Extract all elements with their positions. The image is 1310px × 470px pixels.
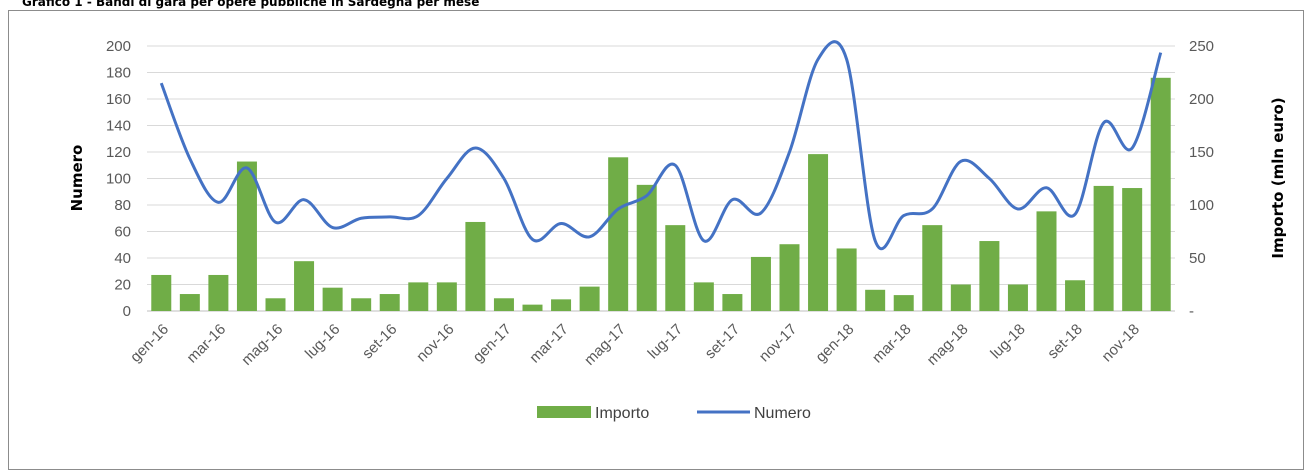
x-tick-label: set-18 (1044, 321, 1086, 363)
bar (465, 221, 486, 311)
bar (1065, 280, 1086, 311)
y2-axis-title: Importo (mln euro) (1269, 97, 1287, 258)
bar (1007, 284, 1028, 311)
y-tick-label: 20 (114, 277, 131, 294)
x-tick-label: nov-16 (413, 321, 457, 365)
bar (522, 304, 543, 311)
bar (151, 274, 172, 311)
bar (722, 294, 743, 311)
bar (493, 298, 514, 311)
bar (579, 286, 600, 311)
x-tick-label: lug-16 (302, 321, 344, 363)
bar (322, 287, 343, 311)
bar (608, 157, 629, 311)
x-tick-label: nov-17 (756, 321, 800, 365)
bar (351, 298, 372, 311)
x-tick-label: mag-16 (238, 321, 286, 369)
y-tick-label: 140 (106, 118, 131, 135)
bar (950, 284, 971, 311)
bar (551, 299, 572, 311)
bar (1122, 188, 1143, 311)
y-axis-title: Numero (68, 145, 86, 212)
numero-series-line (159, 40, 1163, 251)
bar (1150, 77, 1171, 311)
y2-tick-label: 250 (1189, 38, 1214, 55)
x-tick-label: mag-17 (581, 321, 629, 369)
x-tick-label: set-16 (359, 321, 401, 363)
bar (236, 161, 257, 311)
x-tick-label: gen-17 (470, 321, 515, 366)
bar (179, 294, 200, 311)
bar (379, 294, 400, 311)
bar (779, 244, 800, 311)
x-tick-label: lug-17 (645, 321, 687, 363)
y-axis-ticks: 0 20 40 60 80 100 120 140 160 180 200 (106, 38, 131, 320)
legend-importo-swatch (537, 406, 591, 418)
bar (808, 154, 829, 311)
x-axis-ticks: gen-16 mar-16 mag-16 lug-16 set-16 nov-16 gen-… (127, 321, 1143, 369)
bar (979, 241, 1000, 311)
bar (1036, 211, 1057, 311)
x-tick-label: mag-18 (924, 321, 972, 369)
legend-importo-label: Importo (595, 405, 649, 422)
y2-tick-label: 150 (1189, 144, 1214, 161)
y-tick-label: 160 (106, 91, 131, 108)
x-tick-label: mar-16 (184, 321, 230, 367)
bar (265, 298, 286, 311)
y-tick-label: 100 (106, 171, 131, 188)
bar (294, 261, 315, 311)
bar (865, 289, 886, 311)
y-tick-label: 80 (114, 197, 131, 214)
x-tick-label: lug-18 (987, 321, 1029, 363)
y-tick-label: 60 (114, 224, 131, 241)
legend-numero-label: Numero (754, 405, 811, 422)
bar (408, 282, 429, 311)
bar (436, 282, 457, 311)
y2-tick-label: 200 (1189, 91, 1214, 108)
importo-bars (151, 77, 1171, 311)
chart-title: Grafico 1 - Bandi di gara per opere pubb… (22, 0, 480, 9)
y2-tick-label: 50 (1189, 250, 1206, 267)
bar (922, 225, 943, 311)
bar (750, 256, 771, 311)
y2-tick-label: 100 (1189, 197, 1214, 214)
bar (893, 295, 914, 311)
y-tick-label: 120 (106, 144, 131, 161)
bar (665, 225, 686, 311)
grid-lines (147, 45, 1175, 312)
bar (836, 248, 857, 311)
y2-tick-label: - (1189, 303, 1194, 320)
bar (636, 184, 657, 311)
bar (1093, 185, 1114, 311)
bar (693, 282, 714, 311)
bar (208, 274, 229, 311)
x-tick-label: gen-16 (127, 321, 172, 366)
x-tick-label: set-17 (702, 321, 744, 363)
y-tick-label: 180 (106, 65, 131, 82)
y-tick-label: 200 (106, 38, 131, 55)
x-tick-label: mar-18 (869, 321, 915, 367)
y-tick-label: 40 (114, 250, 131, 267)
chart: 0 20 40 60 80 100 120 140 160 180 200 - 50 100 150 200… (68, 38, 1287, 422)
numero-line (159, 40, 1163, 251)
x-tick-label: gen-18 (812, 321, 857, 366)
x-tick-label: mar-17 (526, 321, 572, 367)
y-tick-label: 0 (123, 303, 131, 320)
x-tick-label: nov-18 (1099, 321, 1143, 365)
y2-axis-ticks: - 50 100 150 200 250 (1189, 38, 1214, 320)
legend: Importo Numero (537, 405, 811, 422)
